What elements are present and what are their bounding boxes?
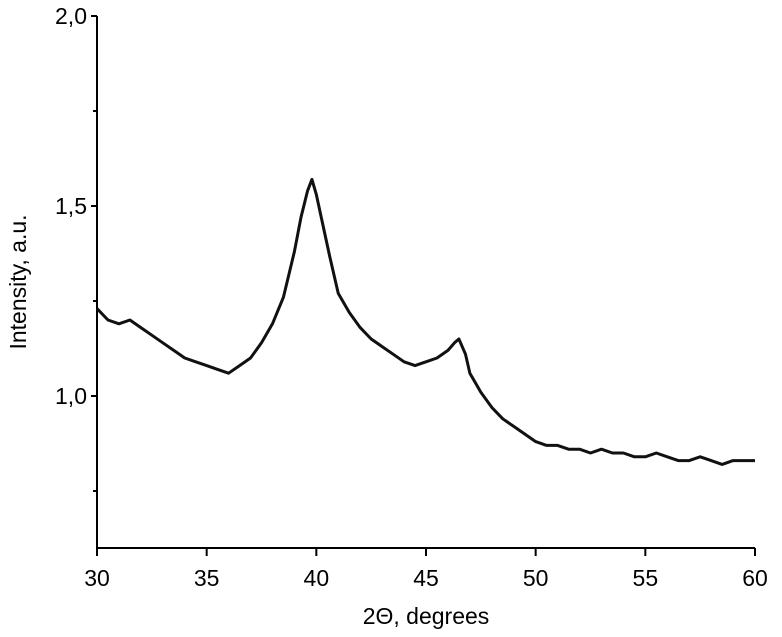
x-tick-label: 40 <box>304 565 330 591</box>
y-tick-label: 1,0 <box>55 383 87 409</box>
x-tick-label: 45 <box>413 565 439 591</box>
x-tick-label: 55 <box>633 565 659 591</box>
y-axis-label: Intensity, a.u. <box>5 214 31 349</box>
x-tick-label: 50 <box>523 565 549 591</box>
data-line <box>95 177 755 466</box>
y-tick-label: 1,5 <box>55 193 87 219</box>
x-tick-label: 60 <box>742 565 768 591</box>
y-tick-label: 2,0 <box>55 3 87 29</box>
x-tick-label: 35 <box>194 565 220 591</box>
x-tick-label: 30 <box>84 565 110 591</box>
x-axis-label: 2Θ, degrees <box>363 603 490 629</box>
